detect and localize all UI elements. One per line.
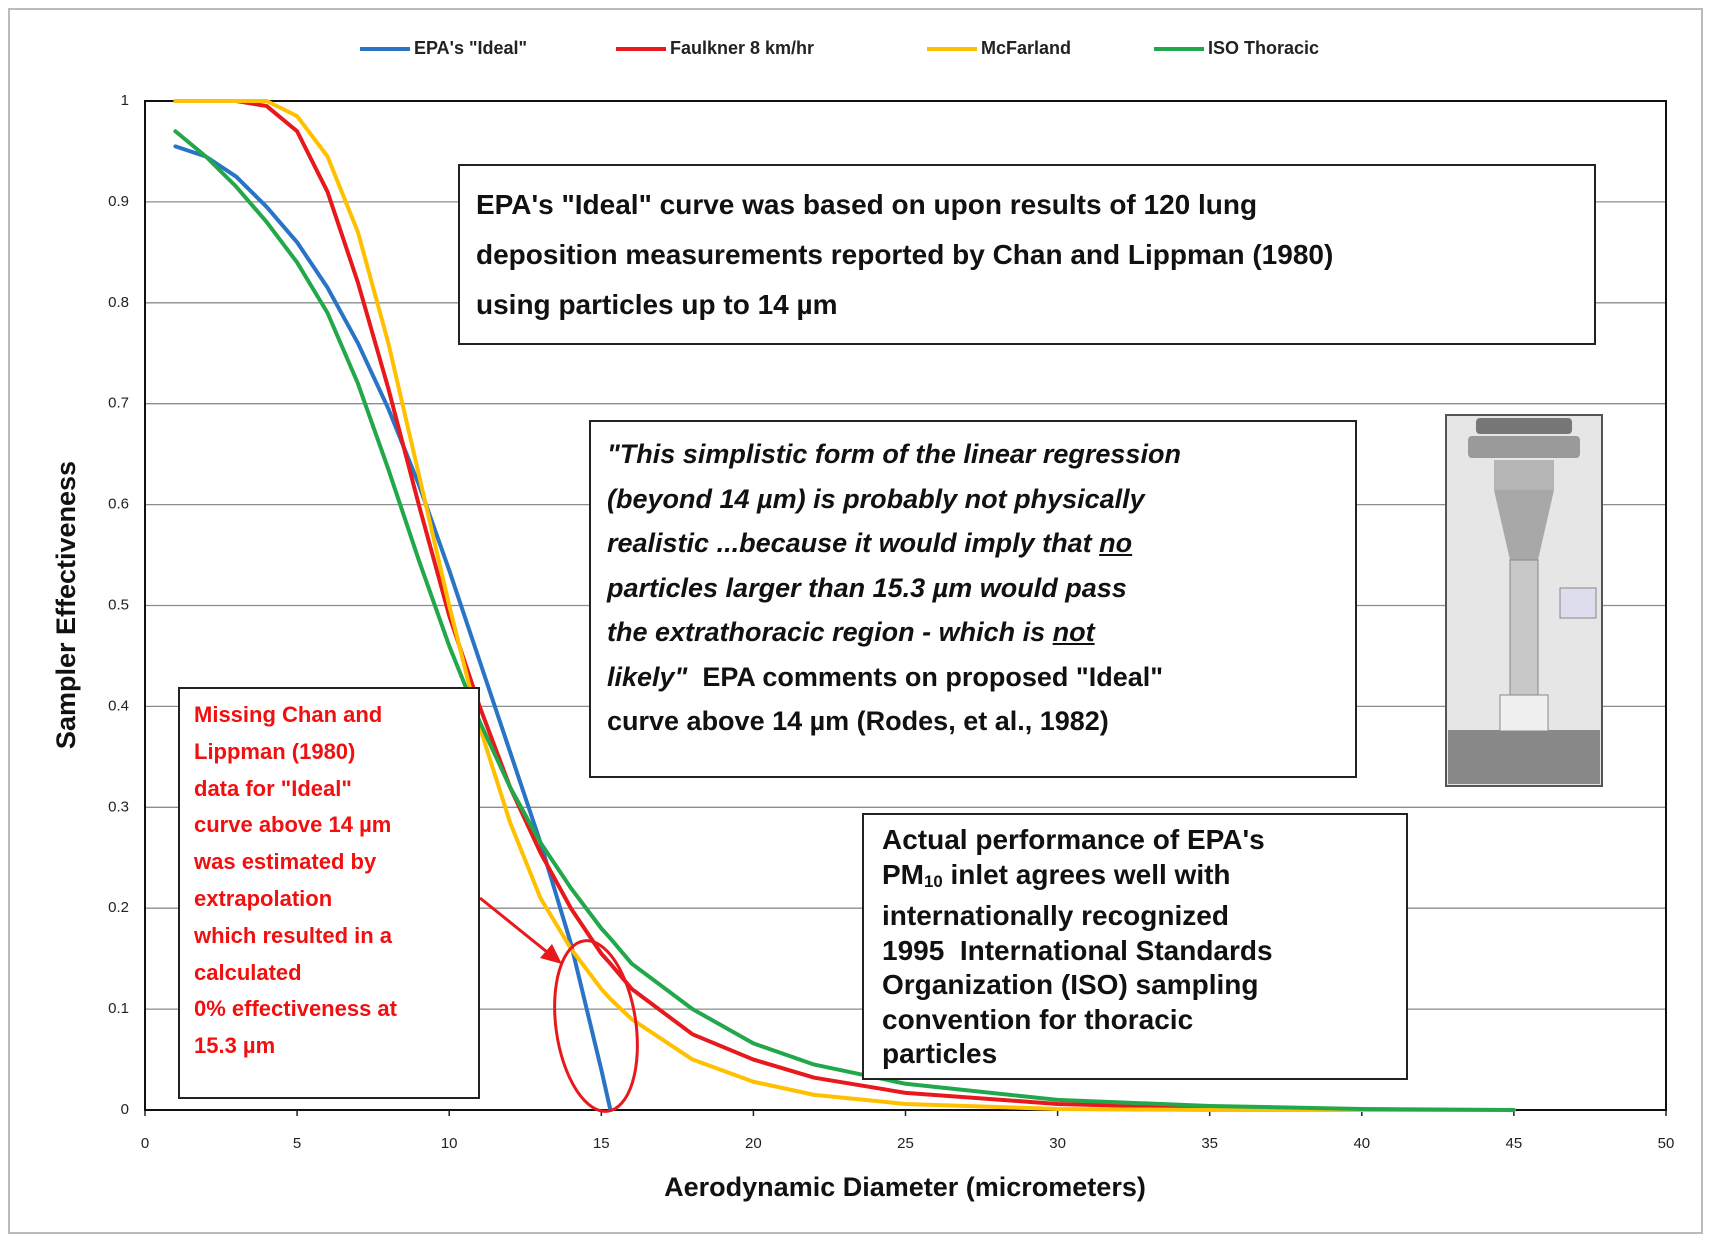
annotation-line: which resulted in a [194, 918, 464, 955]
sampler-photo [1445, 414, 1603, 787]
annotation-box: EPA's "Ideal" curve was based on upon re… [458, 164, 1596, 345]
annotation-line: Lippman (1980) [194, 734, 464, 771]
annotation-text: realistic ...because it would imply that [607, 528, 1100, 558]
y-tick-label: 1 [121, 92, 129, 109]
x-tick-label: 35 [1201, 1135, 1218, 1152]
annotation-box: "This simplistic form of the linear regr… [589, 420, 1357, 778]
x-tick-label: 45 [1506, 1135, 1523, 1152]
annotation-text: no [1099, 528, 1133, 558]
y-axis-title: Sampler Effectiveness [51, 461, 81, 749]
annotation-text: (beyond 14 µm) is probably not physicall… [607, 483, 1145, 514]
annotation-text: which resulted in a [194, 922, 393, 948]
annotation-text: EPA comments on proposed "Ideal" [687, 661, 1164, 692]
annotation-text: was estimated by [194, 849, 377, 875]
annotation-line: calculated [194, 955, 464, 992]
x-tick-label: 40 [1353, 1135, 1370, 1152]
annotation-text: deposition measurements reported by Chan… [476, 239, 1334, 270]
annotation-text: PM [882, 858, 924, 890]
annotation-line: 1995 International Standards [882, 934, 1388, 969]
annotation-line: using particles up to 14 µm [476, 280, 1578, 330]
annotation-line: likely" EPA comments on proposed "Ideal" [607, 655, 1339, 700]
annotation-line: PM10 inlet agrees well with [882, 858, 1388, 900]
annotation-line: internationally recognized [882, 899, 1388, 934]
legend-label: EPA's "Ideal" [414, 38, 527, 58]
annotation-text: "This simplistic form of the linear regr… [607, 439, 1181, 469]
annotation-text: calculated [194, 959, 302, 985]
series-line [173, 99, 1516, 1112]
annotation-text: Actual performance of EPA's [882, 824, 1265, 855]
annotation-line: "This simplistic form of the linear regr… [607, 432, 1339, 477]
annotation-text: 10 [924, 871, 943, 891]
series-line [173, 129, 1516, 1112]
annotation-text: EPA's "Ideal" curve was based on upon re… [476, 189, 1258, 220]
plot-frame [144, 100, 1667, 1111]
x-axis-title: Aerodynamic Diameter (micrometers) [664, 1172, 1146, 1202]
annotation-text: likely" [607, 661, 688, 692]
annotation-text: curve above 14 µm [194, 812, 392, 838]
legend-label: Faulkner 8 km/hr [670, 38, 814, 58]
annotation-text: the extrathoracic region - which is [607, 617, 1053, 647]
legend-label: ISO Thoracic [1208, 38, 1319, 58]
x-tick-label: 20 [745, 1135, 762, 1152]
y-tick-label: 0.1 [108, 1000, 129, 1017]
arrow-head [540, 944, 562, 964]
annotation-line: data for "Ideal" [194, 771, 464, 808]
y-tick-label: 0.5 [108, 596, 129, 613]
annotation-text: particles larger than 15.3 µm would pass [607, 572, 1127, 603]
legend-label: McFarland [981, 38, 1071, 58]
annotation-box: Actual performance of EPA's PM10 inlet ag… [862, 813, 1408, 1080]
y-tick-label: 0 [121, 1101, 129, 1118]
annotation-line: was estimated by [194, 844, 464, 881]
y-tick-label: 0.6 [108, 496, 129, 513]
annotation-text: 0% effectiveness at [194, 996, 397, 1022]
annotation-line: extrapolation [194, 881, 464, 918]
annotation-line: Actual performance of EPA's [882, 823, 1388, 858]
annotation-line: particles [882, 1037, 1388, 1072]
annotation-line: Missing Chan and [194, 697, 464, 734]
annotation-line: EPA's "Ideal" curve was based on upon re… [476, 180, 1578, 230]
arrow-shaft [479, 896, 553, 958]
annotation-line: realistic ...because it would imply that… [607, 521, 1339, 566]
annotation-line: convention for thoracic [882, 1003, 1388, 1038]
annotation-line: deposition measurements reported by Chan… [476, 230, 1578, 280]
x-tick-label: 30 [1049, 1135, 1066, 1152]
x-tick-label: 15 [593, 1135, 610, 1152]
annotation-text: 1995 International Standards [882, 934, 1273, 966]
annotation-line: (beyond 14 µm) is probably not physicall… [607, 477, 1339, 522]
annotation-text: particles [882, 1038, 998, 1069]
annotation-text: data for "Ideal" [194, 775, 352, 801]
y-tick-label: 0.4 [108, 697, 129, 714]
annotation-text: inlet agrees well with [942, 858, 1231, 890]
annotation-text: 15.3 µm [194, 1033, 276, 1059]
annotation-text: extrapolation [194, 885, 333, 911]
annotation-text: internationally recognized [882, 900, 1229, 931]
annotation-text: using particles up to 14 µm [476, 289, 838, 320]
y-tick-label: 0.8 [108, 294, 129, 311]
annotation-text: Missing Chan and [194, 702, 383, 727]
annotation-line: Organization (ISO) sampling [882, 968, 1388, 1003]
y-tick-label: 0.2 [108, 899, 129, 916]
y-tick-label: 0.9 [108, 193, 129, 210]
annotation-line: 15.3 µm [194, 1028, 464, 1065]
annotation-box: Missing Chan and Lippman (1980) data for "… [178, 687, 480, 1099]
annotation-text: Organization (ISO) sampling [882, 969, 1259, 1000]
annotation-text: not [1052, 617, 1095, 647]
annotation-line: particles larger than 15.3 µm would pass [607, 566, 1339, 611]
annotation-text: curve above 14 µm (Rodes, et al., 1982) [607, 706, 1109, 736]
x-tick-label: 5 [293, 1135, 301, 1152]
x-tick-label: 50 [1658, 1135, 1675, 1152]
annotation-text: convention for thoracic [882, 1003, 1194, 1035]
annotation-line: curve above 14 µm (Rodes, et al., 1982) [607, 699, 1339, 744]
x-tick-label: 25 [897, 1135, 914, 1152]
x-tick-label: 10 [441, 1135, 458, 1152]
annotation-line: the extrathoracic region - which is not [607, 610, 1339, 655]
annotation-line: 0% effectiveness at [194, 991, 464, 1028]
highlight-ellipse [553, 939, 639, 1113]
y-tick-label: 0.3 [108, 798, 129, 815]
x-tick-label: 0 [141, 1135, 149, 1152]
annotation-line: curve above 14 µm [194, 807, 464, 844]
y-tick-label: 0.7 [108, 395, 129, 412]
annotation-text: Lippman (1980) [194, 738, 356, 764]
